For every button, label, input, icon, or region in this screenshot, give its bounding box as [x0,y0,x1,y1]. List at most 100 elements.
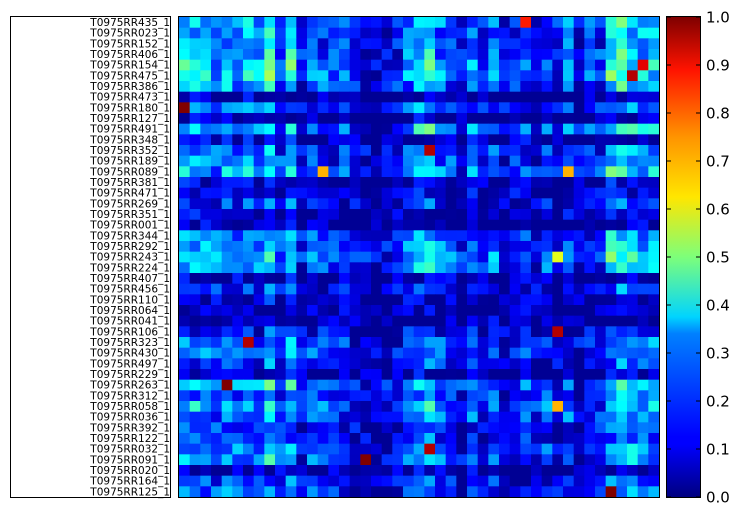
heatmap-cell [424,411,436,423]
heatmap-cell [243,486,255,498]
heatmap-cell [456,326,468,338]
heatmap-cell [307,70,319,82]
heatmap-cell [296,283,308,295]
heatmap-cell [307,294,319,306]
row-label: T0975RR381_1 [89,177,170,189]
heatmap-cell [488,273,500,285]
heatmap-cell [189,283,201,295]
heatmap-cell [349,17,361,29]
heatmap-cell [189,433,201,445]
heatmap-cell [509,123,521,135]
heatmap-cell [413,241,425,253]
heatmap-cell [285,358,297,370]
heatmap-cell [445,422,457,434]
heatmap-cell [531,305,543,317]
heatmap-cell [573,411,585,423]
heatmap-cell [605,326,617,338]
heatmap-cell [243,337,255,349]
heatmap-cell [275,358,287,370]
heatmap-cell [584,177,596,189]
heatmap-cell [435,475,447,487]
heatmap-cell [371,465,383,477]
heatmap-cell [499,81,511,93]
heatmap-cell [360,134,372,146]
heatmap-cell [413,230,425,242]
heatmap-cell [467,123,479,135]
heatmap-cell [563,454,575,466]
heatmap-cell [403,17,415,29]
heatmap-cell [211,262,223,274]
heatmap-cell [317,219,329,231]
heatmap-cell [499,294,511,306]
heatmap-cell [243,379,255,391]
heatmap-cell [648,17,660,29]
heatmap-cell [499,187,511,199]
heatmap-cell [627,241,639,253]
heatmap-cell [371,433,383,445]
heatmap-cell [200,134,212,146]
heatmap-cell [392,411,404,423]
heatmap-cell [392,358,404,370]
heatmap-cell [467,251,479,263]
heatmap-cell [648,145,660,157]
heatmap-cell [467,81,479,93]
heatmap-cell [499,379,511,391]
heatmap-cell [253,273,265,285]
heatmap-cell [552,475,564,487]
heatmap-cell [520,315,532,327]
heatmap-cell [563,465,575,477]
heatmap-cell [413,294,425,306]
heatmap-cell [627,262,639,274]
heatmap-cell [552,49,564,61]
heatmap-cell [648,187,660,199]
heatmap-cell [243,145,255,157]
heatmap-cell [648,347,660,359]
heatmap-cell [339,145,351,157]
heatmap-cell [264,198,276,210]
heatmap-cell [200,70,212,82]
heatmap-cell [275,273,287,285]
heatmap-cell [360,411,372,423]
heatmap-cell [499,337,511,349]
heatmap-cell [435,347,447,359]
heatmap-cell [477,177,489,189]
heatmap-cell [253,443,265,455]
heatmap-cell [424,283,436,295]
heatmap-cell [328,273,340,285]
heatmap-cell [285,273,297,285]
heatmap-cell [296,422,308,434]
heatmap-cell [477,123,489,135]
heatmap-cell [637,241,649,253]
heatmap-cell [403,113,415,125]
heatmap-cell [413,38,425,50]
heatmap-cell [456,273,468,285]
colorbar: 0.00.10.20.30.40.50.60.70.80.91.0 [666,9,730,507]
heatmap-cell [573,369,585,381]
heatmap-cell [627,390,639,402]
heatmap-cell [211,102,223,114]
heatmap-cell [179,326,191,338]
heatmap-cell [595,486,607,498]
heatmap-cell [339,17,351,29]
heatmap-cell [435,369,447,381]
heatmap-cell [232,390,244,402]
heatmap-cell [296,401,308,413]
heatmap-cell [360,454,372,466]
heatmap-cell [563,294,575,306]
heatmap-cell [189,326,201,338]
heatmap-cell [541,443,553,455]
heatmap-cell [200,241,212,253]
heatmap-cell [349,486,361,498]
heatmap-cell [307,38,319,50]
heatmap-cell [179,49,191,61]
heatmap-cell [467,294,479,306]
heatmap-cell [605,230,617,242]
heatmap-cell [371,315,383,327]
heatmap-cell [275,294,287,306]
heatmap-cell [605,390,617,402]
heatmap-cell [360,358,372,370]
heatmap-cell [189,465,201,477]
heatmap-cell [456,123,468,135]
heatmap-cell [307,379,319,391]
colorbar-gradient [667,17,700,497]
